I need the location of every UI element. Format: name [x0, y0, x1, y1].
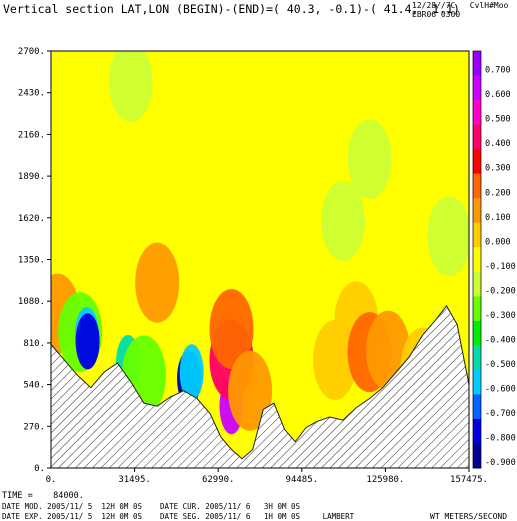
colorbar-label: -0.300 [485, 311, 516, 321]
field-cell-19 [427, 196, 469, 277]
colorbar-swatch [473, 247, 481, 273]
y-tick-label: 810. [23, 339, 45, 349]
colorbar-label: 0.700 [485, 66, 511, 76]
y-tick-label: 1350. [18, 256, 45, 266]
colorbar-swatch [473, 369, 481, 395]
field-cell-20 [108, 51, 153, 122]
colorbar-label: 0.400 [485, 139, 511, 149]
field-cell-18 [320, 180, 365, 261]
units-label: WT METERS/SECOND [430, 512, 508, 521]
colorbar-swatch [473, 443, 481, 469]
colorbar-swatch [473, 418, 481, 444]
x-tick-label: 31495. [118, 475, 151, 485]
colorbar-label: 0.600 [485, 90, 511, 100]
y-tick-label: 540. [23, 381, 45, 391]
field-cell-21 [193, 119, 238, 200]
header-run-info: 12/28//7C CvlH#Moo [412, 1, 509, 10]
field-cell-8 [179, 344, 204, 401]
x-tick-label: 125980. [366, 475, 404, 485]
colorbar-label: -0.200 [485, 286, 516, 296]
colorbar-label: -0.100 [485, 262, 516, 272]
field-cell-11 [209, 289, 254, 369]
colorbar-swatch [473, 296, 481, 322]
x-tick-label: 62990. [202, 475, 235, 485]
y-tick-label: 2160. [18, 130, 45, 140]
y-tick-label: 1890. [18, 172, 45, 182]
y-tick-label: 1620. [18, 214, 45, 224]
field-cell-3 [75, 313, 100, 370]
colorbar: 0.700 0.600 0.500 0.400 0.300 0.200 0.100 0.000… [472, 50, 516, 469]
y-tick-label: 2700. [18, 47, 45, 57]
colorbar-swatch [473, 100, 481, 126]
terrain-layer [51, 304, 469, 468]
colorbar-swatch [473, 320, 481, 346]
x-tick-label: 94485. [286, 475, 319, 485]
colorbar-label: 0.300 [485, 164, 511, 174]
colorbar-label: -0.800 [485, 434, 516, 444]
colorbar-swatch [473, 198, 481, 224]
colorbar-frame [472, 50, 482, 469]
colorbar-label: 0.000 [485, 237, 511, 247]
colorbar-label: -0.900 [485, 458, 516, 468]
x-tick-label: 157475. [450, 475, 488, 485]
field-cell-12 [228, 350, 273, 431]
y-axis: 0. 270. 540. 810. 1080. 1350. 1620. 1890. 2160. 2… [18, 47, 51, 474]
colorbar-swatch [473, 173, 481, 199]
date-line-2: DATE EXP. 2005/11/ 5 12H 0M 0S DATE SEG.… [2, 512, 355, 521]
x-tick-label-origin: 0. [46, 475, 57, 485]
colorbar-label: -0.700 [485, 409, 516, 419]
colorbar-label: 0.500 [485, 115, 511, 125]
colorbar-swatch [473, 271, 481, 297]
colorbar-swatch [473, 149, 481, 175]
colorbar-swatch [473, 51, 481, 77]
time-label: TIME = 84000. [2, 491, 84, 501]
y-tick-label: 0. [34, 464, 45, 474]
field-cell-4 [135, 242, 180, 323]
y-tick-label: 270. [23, 422, 45, 432]
colorbar-swatch [473, 345, 481, 371]
chart-title: Vertical section LAT,LON (BEGIN)-(END)=(… [3, 2, 460, 16]
y-tick-label: 2430. [18, 89, 45, 99]
date-line-1: DATE MOD. 2005/11/ 5 12H 0M 0S DATE CUR.… [2, 502, 301, 511]
colorbar-label: 0.200 [485, 188, 511, 198]
colorbar-swatch [473, 222, 481, 248]
colorbar-label: -0.400 [485, 335, 516, 345]
colorbar-swatch [473, 124, 481, 150]
colorbar-swatch [473, 394, 481, 420]
colorbar-label: -0.500 [485, 360, 516, 370]
terrain-profile [51, 304, 469, 468]
y-tick-label: 1080. [18, 297, 45, 307]
header-run-code: EBR06 0300 [412, 10, 461, 19]
field-cell-22 [347, 119, 392, 200]
colorbar-swatch [473, 75, 481, 101]
colorbar-label: 0.100 [485, 213, 511, 223]
x-axis: 0. 31495. 62990. 94485. 125980. 157475. [46, 468, 488, 485]
colorbar-label: -0.600 [485, 385, 516, 395]
